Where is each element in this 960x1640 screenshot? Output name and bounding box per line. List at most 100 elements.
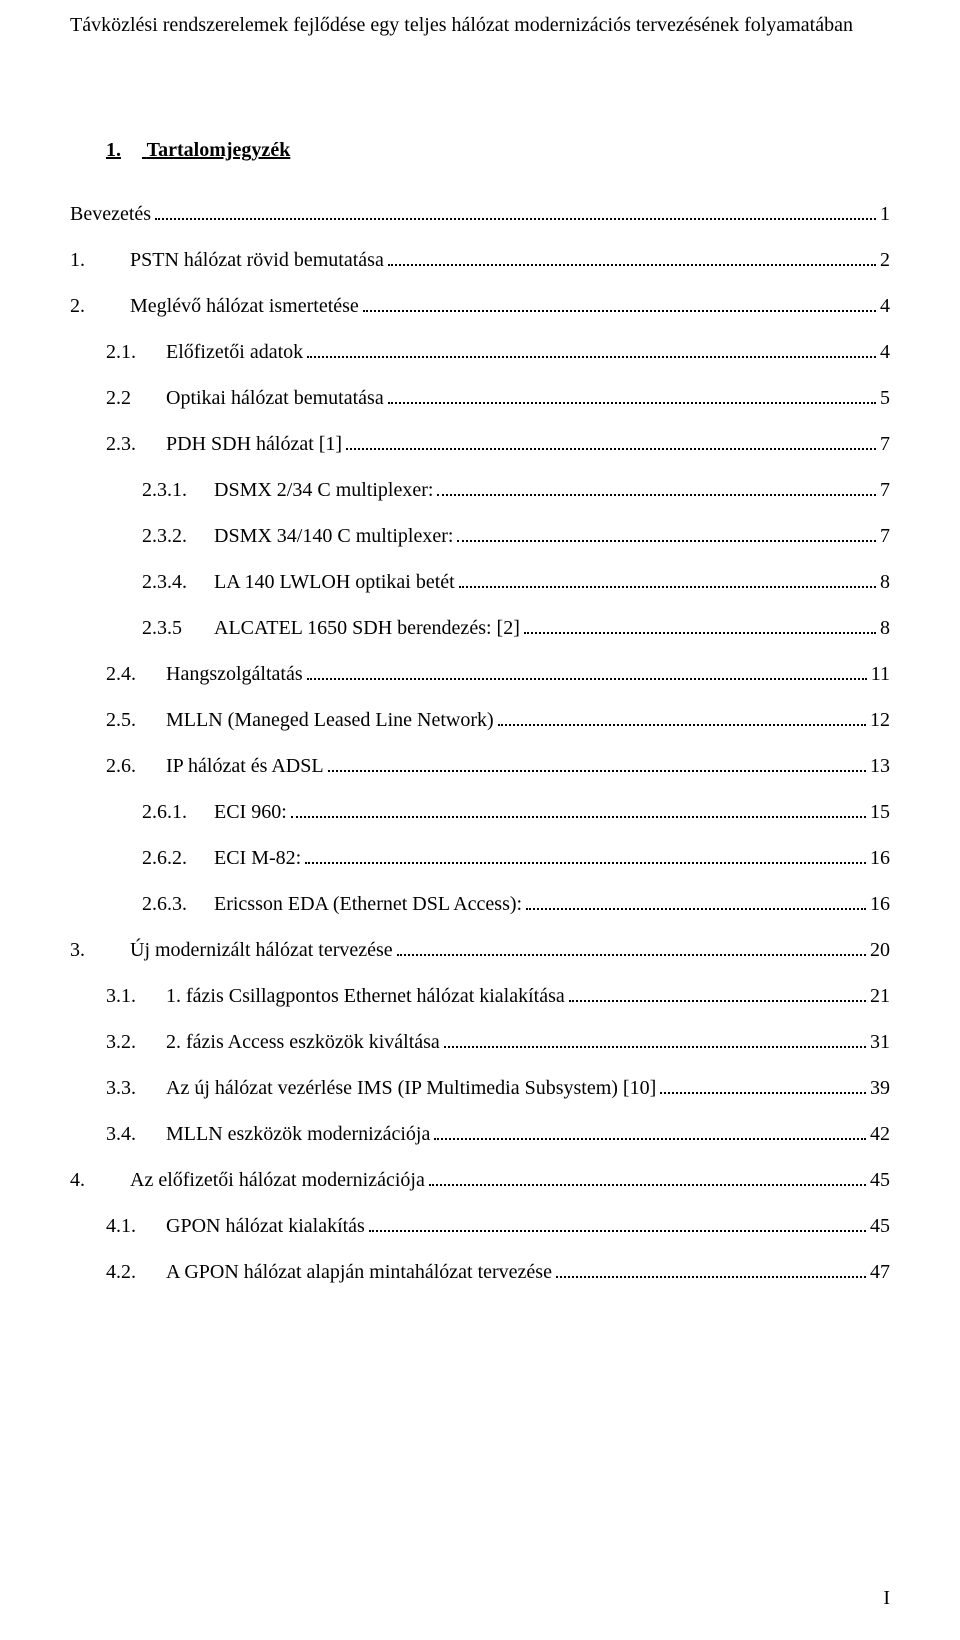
toc-entry-number: 3.3. <box>106 1077 166 1100</box>
toc-entry-number: 2.3.5 <box>142 617 214 640</box>
toc-entry-text: LA 140 LWLOH optikai betét <box>214 571 455 593</box>
toc-entry-text: Az előfizetői hálózat modernizációja <box>130 1169 425 1191</box>
toc-entry: 2.3.5ALCATEL 1650 SDH berendezés: [2] 8 <box>70 616 890 640</box>
toc-entry-number: 3.1. <box>106 985 166 1008</box>
toc-entry-number: 2.3.2. <box>142 525 214 548</box>
running-header: Távközlési rendszerelemek fejlődése egy … <box>70 12 890 39</box>
toc-entry: 2.3.2.DSMX 34/140 C multiplexer: 7 <box>70 524 890 548</box>
toc-entry: 1.PSTN hálózat rövid bemutatása 2 <box>70 248 890 272</box>
toc-entry-number: 2.3. <box>106 433 166 456</box>
toc-entry-number: 4.1. <box>106 1215 166 1238</box>
toc-entry: 2.5.MLLN (Maneged Leased Line Network) 1… <box>70 708 890 732</box>
toc-entry-page: 39 <box>870 1077 890 1100</box>
toc-entry: 2.2Optikai hálózat bemutatása 5 <box>70 386 890 410</box>
toc-leader-dots <box>305 846 866 864</box>
toc-entry-page: 21 <box>870 985 890 1008</box>
toc-entry-page: 31 <box>870 1031 890 1054</box>
toc-entry: 2.6.2.ECI M-82: 16 <box>70 846 890 870</box>
toc-leader-dots <box>556 1260 866 1278</box>
toc-leader-dots <box>444 1030 866 1048</box>
toc-entry-label: 3.4.MLLN eszközök modernizációja <box>106 1123 430 1146</box>
toc-entry-number: 3.4. <box>106 1123 166 1146</box>
toc-entry-number: 2.4. <box>106 663 166 686</box>
toc-entry-number: 2.3.4. <box>142 571 214 594</box>
toc-entry: 2.3.PDH SDH hálózat [1] 7 <box>70 432 890 456</box>
toc-entry-page: 11 <box>871 663 890 686</box>
toc-entry: 2.6.3.Ericsson EDA (Ethernet DSL Access)… <box>70 892 890 916</box>
toc-entry-text: Meglévő hálózat ismertetése <box>130 295 359 317</box>
toc-entry-number: 3.2. <box>106 1031 166 1054</box>
toc-entry-label: 3.3.Az új hálózat vezérlése IMS (IP Mult… <box>106 1077 656 1100</box>
toc-leader-dots <box>524 616 876 634</box>
toc-entry: 2.Meglévő hálózat ismertetése 4 <box>70 294 890 318</box>
toc-entry-label: 2.6.3.Ericsson EDA (Ethernet DSL Access)… <box>142 893 522 916</box>
toc-entry: 4.Az előfizetői hálózat modernizációja 4… <box>70 1168 890 1192</box>
toc-entry-label: 3.2.2. fázis Access eszközök kiváltása <box>106 1031 440 1054</box>
toc-leader-dots <box>307 340 876 358</box>
toc-entry-label: 2.3.PDH SDH hálózat [1] <box>106 433 342 456</box>
toc-entry: 2.4.Hangszolgáltatás 11 <box>70 662 890 686</box>
toc-entry-text: PDH SDH hálózat [1] <box>166 433 342 455</box>
toc-entry: Bevezetés 1 <box>70 202 890 226</box>
toc-leader-dots <box>569 984 866 1002</box>
toc-entry-page: 45 <box>870 1215 890 1238</box>
toc-entry-number: 2.6.2. <box>142 847 214 870</box>
toc-entry-label: 3.Új modernizált hálózat tervezése <box>70 939 393 962</box>
toc-entry-label: 2.2Optikai hálózat bemutatása <box>106 387 384 410</box>
toc-entry-label: 4.2.A GPON hálózat alapján mintahálózat … <box>106 1261 552 1284</box>
toc-entry-text: Az új hálózat vezérlése IMS (IP Multimed… <box>166 1077 656 1099</box>
toc-leader-dots <box>155 202 876 220</box>
toc-entry-label: 2.6.IP hálózat és ADSL <box>106 755 324 778</box>
toc-leader-dots <box>457 524 876 542</box>
toc-entry-number: 2.1. <box>106 341 166 364</box>
toc-entry-number: 2.6.1. <box>142 801 214 824</box>
toc-entry-label: 2.3.1.DSMX 2/34 C multiplexer: <box>142 479 433 502</box>
toc-entry-label: 2.6.1.ECI 960: <box>142 801 287 824</box>
toc-leader-dots <box>307 662 867 680</box>
toc-entry-label: 2.3.4.LA 140 LWLOH optikai betét <box>142 571 455 594</box>
toc-entry-label: Bevezetés <box>70 203 151 226</box>
toc-entry: 3.4.MLLN eszközök modernizációja 42 <box>70 1122 890 1146</box>
toc-leader-dots <box>526 892 866 910</box>
toc-entry-page: 12 <box>870 709 890 732</box>
table-of-contents: Bevezetés 1 1.PSTN hálózat rövid bemutatá… <box>70 202 890 1284</box>
toc-entry-label: 2.5.MLLN (Maneged Leased Line Network) <box>106 709 494 732</box>
toc-entry-page: 4 <box>880 295 890 318</box>
toc-leader-dots <box>459 570 876 588</box>
toc-entry-number: 4. <box>70 1169 130 1192</box>
toc-entry: 3.2.2. fázis Access eszközök kiváltása 3… <box>70 1030 890 1054</box>
toc-entry-page: 2 <box>880 249 890 272</box>
toc-entry-label: 2.6.2.ECI M-82: <box>142 847 301 870</box>
toc-leader-dots <box>437 478 876 496</box>
toc-entry-text: ECI 960: <box>214 801 287 823</box>
toc-entry-label: 2.3.5ALCATEL 1650 SDH berendezés: [2] <box>142 617 520 640</box>
toc-entry-label: 2.1.Előfizetői adatok <box>106 341 303 364</box>
toc-entry-number: 1. <box>70 249 130 272</box>
toc-entry-number: 2.6.3. <box>142 893 214 916</box>
toc-entry-text: A GPON hálózat alapján mintahálózat terv… <box>166 1261 552 1283</box>
toc-leader-dots <box>388 386 876 404</box>
toc-entry: 3.3.Az új hálózat vezérlése IMS (IP Mult… <box>70 1076 890 1100</box>
toc-entry-page: 4 <box>880 341 890 364</box>
toc-entry-text: 1. fázis Csillagpontos Ethernet hálózat … <box>166 985 565 1007</box>
toc-entry-text: GPON hálózat kialakítás <box>166 1215 365 1237</box>
toc-entry-label: 4.1.GPON hálózat kialakítás <box>106 1215 365 1238</box>
toc-entry-page: 16 <box>870 847 890 870</box>
toc-entry-text: ALCATEL 1650 SDH berendezés: [2] <box>214 617 520 639</box>
toc-entry-number: 2.6. <box>106 755 166 778</box>
toc-entry-text: PSTN hálózat rövid bemutatása <box>130 249 384 271</box>
toc-entry: 3.Új modernizált hálózat tervezése 20 <box>70 938 890 962</box>
toc-entry-label: 4.Az előfizetői hálózat modernizációja <box>70 1169 425 1192</box>
toc-entry-page: 42 <box>870 1123 890 1146</box>
toc-entry-label: 2.Meglévő hálózat ismertetése <box>70 295 359 318</box>
toc-entry-text: Bevezetés <box>70 203 151 225</box>
toc-entry-text: Hangszolgáltatás <box>166 663 303 685</box>
toc-entry-text: ECI M-82: <box>214 847 301 869</box>
toc-entry-page: 20 <box>870 939 890 962</box>
toc-entry: 2.3.1.DSMX 2/34 C multiplexer: 7 <box>70 478 890 502</box>
toc-entry-number: 2.3.1. <box>142 479 214 502</box>
toc-entry-page: 45 <box>870 1169 890 1192</box>
toc-entry-page: 8 <box>880 571 890 594</box>
toc-entry-page: 13 <box>870 755 890 778</box>
toc-entry-page: 7 <box>880 479 890 502</box>
